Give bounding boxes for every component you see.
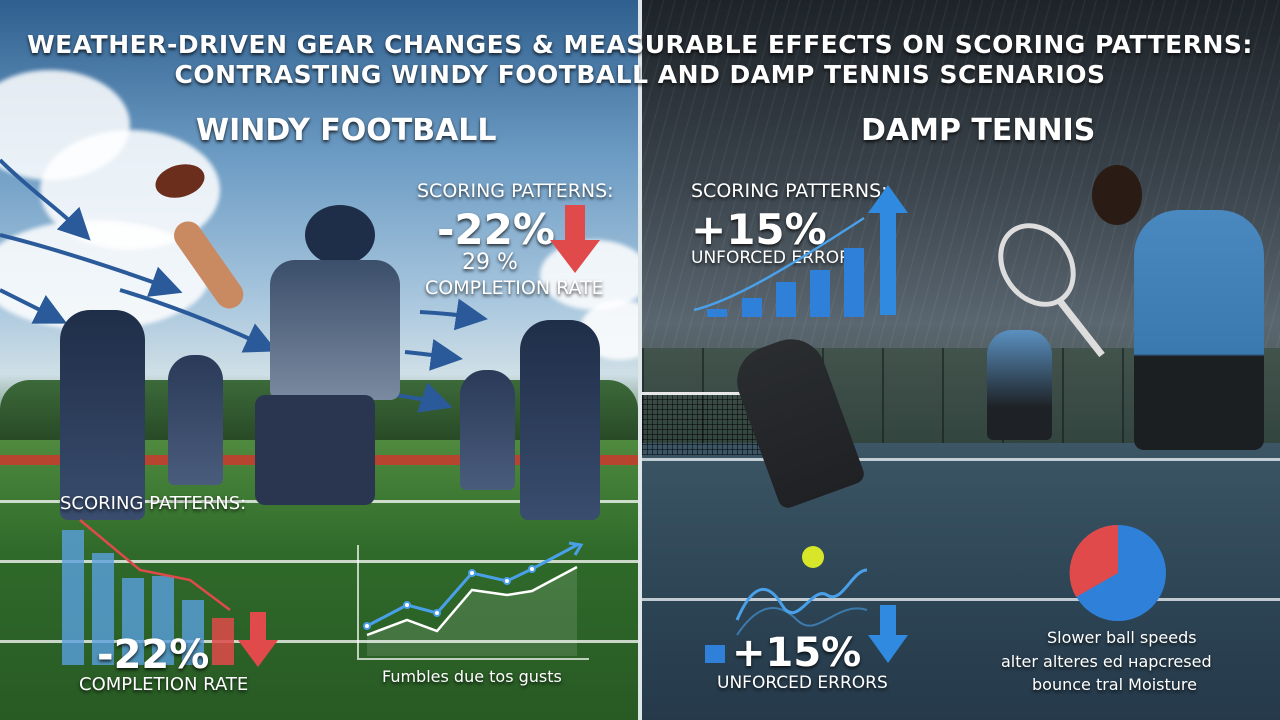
court-line [642,598,1280,601]
bar [92,553,114,665]
player-background [987,330,1052,440]
page-title-line1: WEATHER-DRIVEN GEAR CHANGES & MEASURABLE… [27,30,1253,59]
player-foreground [1134,210,1264,450]
stat-caption: UNFORCED ERRORS [691,248,862,268]
pie-caption: alter alteres ed нapcresed [1001,652,1212,671]
panel-heading: DAMP TENNIS [861,113,1096,148]
stat-label: SCORING PATTERNS: [417,180,614,202]
bar [810,270,830,317]
bar [776,282,796,317]
down-arrow-icon [868,605,908,663]
jersey [270,260,400,400]
bar [122,578,144,665]
bar [705,645,725,663]
page-title-line2: CONTRASTING WINDY FOOTBALL AND DAMP TENN… [174,60,1106,89]
tennis-ball-icon [802,546,824,568]
bar [152,576,174,665]
bar [707,309,727,317]
stat-value: -22% [437,205,555,254]
bar [62,530,84,665]
windy-football-panel: WINDY FOOTBALL SCORING PATTERNS: -22% 29… [0,0,638,720]
panel-divider [638,0,642,720]
player [60,310,145,520]
stat-caption: COMPLETION RATE [79,674,249,695]
stat-label: SCORING PATTERNS: [60,493,247,514]
pie-caption: bounce tral Moisture [1032,675,1197,694]
pie-chart [1069,524,1166,621]
player [168,355,223,485]
up-arrow-icon [868,185,908,315]
down-arrow-icon [550,205,600,273]
stat-sub-value: 29 % [462,250,518,275]
bar [182,600,204,665]
trend-line [693,216,865,312]
trend-line [79,519,231,611]
yard-line [0,560,638,563]
stat-value: +15% [691,205,827,254]
player [520,320,600,520]
tennis-court [642,443,1280,720]
line-chart-series [363,541,584,656]
damp-tennis-panel: DAMP TENNIS SCORING PATTERNS: +15% UNFOR… [642,0,1280,720]
wind-arrows [0,158,488,413]
down-arrow-icon [238,612,278,667]
stat-caption: UNFORCED ERRORS [717,673,888,693]
stat-value: -22% [97,632,210,678]
player-head [1092,165,1142,225]
bar [212,618,234,665]
helmet-icon [305,205,375,265]
stat-caption: COMPLETION RATE [425,277,604,299]
pants [255,395,375,505]
wave-line [735,568,868,636]
stat-label: SCORING PATTERNS: [691,180,888,202]
player [460,370,515,490]
line-chart-caption: Fumbles due tos gusts [382,667,562,686]
line-chart [357,545,589,660]
stat-value: +15% [732,630,862,676]
bar [742,298,762,317]
panel-heading: WINDY FOOTBALL [196,113,497,148]
pie-caption: Slower ball speeds [1047,628,1197,647]
court-line [642,458,1280,461]
tennis-racket-icon [998,223,1105,358]
yard-line [0,640,638,643]
bar [844,248,864,317]
